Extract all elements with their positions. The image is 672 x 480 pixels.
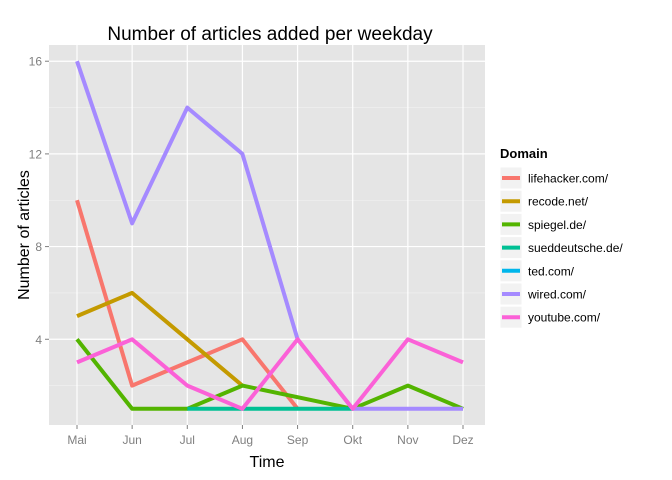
legend-label: spiegel.de/	[528, 218, 587, 232]
legend-label: recode.net/	[528, 195, 589, 209]
x-axis-label: Time	[250, 454, 285, 471]
legend-label: wired.com/	[527, 288, 587, 302]
y-axis-label: Number of articles	[16, 170, 33, 300]
x-tick-label: Aug	[232, 433, 253, 447]
legend-label: lifehacker.com/	[528, 172, 609, 186]
y-tick-label: 4	[35, 333, 42, 347]
legend-label: sueddeutsche.de/	[528, 241, 623, 255]
y-axis: 4 8 12 16	[29, 55, 49, 347]
chart-title: Number of articles added per weekday	[107, 24, 433, 45]
series-line-youtube-com	[76, 337, 464, 411]
series-line-spiegel-de	[75, 338, 464, 411]
x-tick-label: Dez	[452, 433, 473, 447]
series-lines	[75, 60, 464, 411]
x-tick-label: Sep	[287, 433, 309, 447]
y-tick-label: 12	[29, 147, 43, 161]
legend-title: Domain	[500, 146, 548, 161]
x-tick-label: Jun	[122, 433, 141, 447]
x-tick-label: Nov	[397, 433, 418, 447]
series-line-wired-com	[75, 60, 463, 411]
x-axis: Mai Jun Jul Aug Sep Okt Nov Dez	[67, 425, 474, 447]
y-tick-label: 16	[29, 55, 43, 69]
legend-label: ted.com/	[528, 264, 575, 278]
x-tick-label: Okt	[343, 433, 362, 447]
series-line-recode-net	[76, 290, 244, 388]
series-line-lifehacker-com	[75, 199, 300, 411]
legend: Domain lifehacker.com/recode.net/spiegel…	[499, 146, 623, 329]
x-tick-label: Mai	[67, 433, 86, 447]
x-tick-label: Jul	[180, 433, 195, 447]
y-tick-label: 8	[35, 240, 42, 254]
legend-label: youtube.com/	[528, 311, 601, 325]
